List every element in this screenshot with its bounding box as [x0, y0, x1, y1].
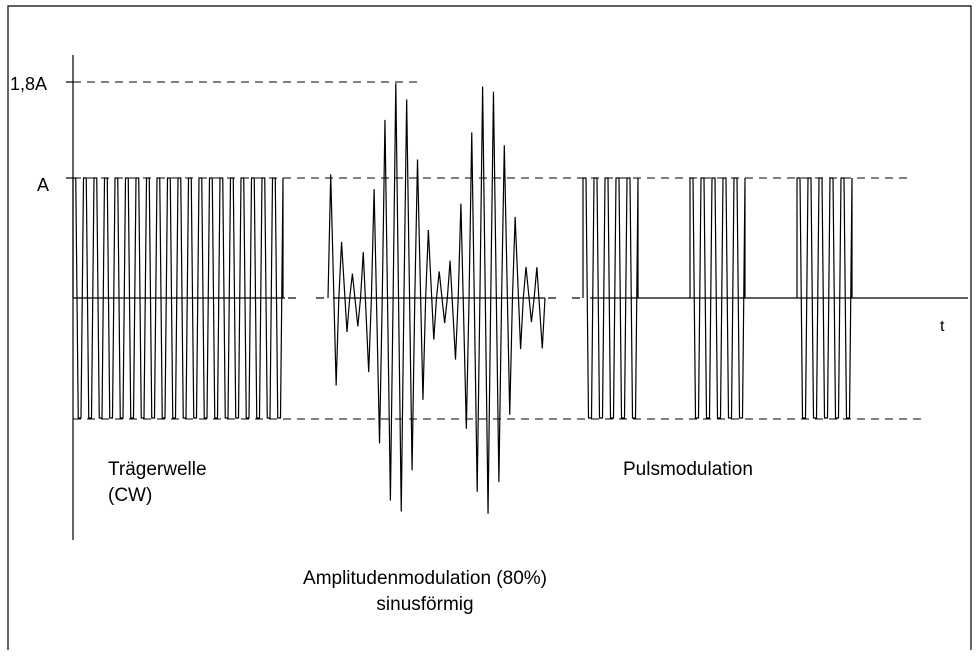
frame-border [7, 5, 972, 650]
label-1-8a: 1,8A [10, 74, 47, 94]
label-carrier-wave-cw: (CW) [108, 485, 152, 506]
label-amplitude-modulation-type: sinusförmig [376, 594, 473, 615]
carrier-wave-signal [72, 177, 284, 419]
label-time: t [940, 318, 945, 335]
label-carrier-wave: Trägerwelle [108, 459, 207, 480]
pulse-burst-2 [689, 177, 746, 419]
label-pulse-modulation: Pulsmodulation [623, 459, 753, 480]
amplitude-modulated-signal [327, 83, 546, 514]
label-amplitude-modulation: Amplitudenmodulation (80%) [303, 568, 547, 589]
pulse-burst-3 [796, 177, 853, 419]
pulse-burst-1 [582, 177, 639, 419]
label-a: A [37, 175, 49, 195]
